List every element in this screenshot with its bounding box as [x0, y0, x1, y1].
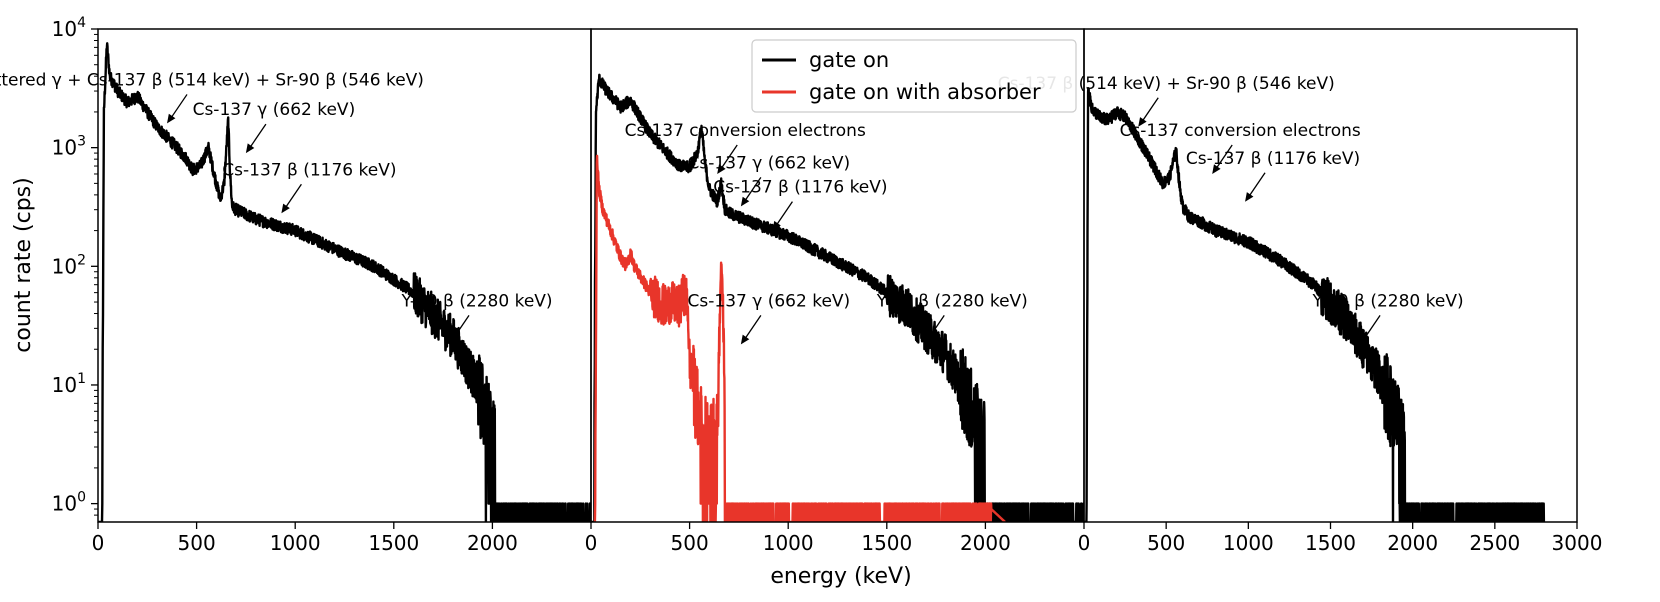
y-axis-label: count rate (cps): [11, 177, 36, 352]
panel-1-x-tick-label: 0: [92, 531, 105, 555]
panel-1-annotation-arrow-line: [169, 94, 188, 120]
panel-3-x-tick-label: 1500: [1305, 531, 1356, 555]
panel-1-x-tick-label: 2000: [467, 531, 518, 555]
panel-2-annotation-arrow-head: [717, 164, 726, 174]
panel-1-annotation-arrow-line: [248, 123, 267, 150]
panel-1-annotation-arrow-head: [167, 113, 176, 124]
panel-2-annotation-arrow-line: [774, 201, 793, 227]
y-tick-base: 10: [52, 492, 77, 516]
panel-1-annotation-arrow-head: [245, 143, 255, 154]
panel-3-annotation-arrow-head: [1360, 334, 1369, 345]
panel-3-annotation-arrow-head: [1138, 117, 1147, 127]
panel-2-x-tick-label: 500: [671, 531, 709, 555]
panel-2-annotation-arrow-line: [719, 144, 738, 171]
panel-2-x-tick-label: 2000: [960, 531, 1011, 555]
panel-3-frame: [1083, 28, 1578, 523]
panel-1-annotation-2: Cs-137 β (1176 keV): [222, 160, 396, 180]
panel-1-series-gate-on: [98, 42, 591, 522]
y-tick-base: 10: [52, 17, 77, 41]
panel-1-x-tick-label: 1500: [368, 531, 419, 555]
y-tick-label: 102: [52, 252, 86, 278]
panel-2-annotation-arrow-head: [740, 334, 750, 345]
panel-2-annotation-1: Cs-137 γ (662 keV): [688, 153, 851, 173]
panel-2-annotation-2: Cs-137 β (1176 keV): [713, 178, 887, 198]
panel-1-annotation-arrow-head: [281, 203, 290, 214]
y-tick-label: 100: [52, 490, 86, 516]
panel-1: 0 500 1000 1500 2000 scattered γ + Cs-137 β (…: [0, 28, 592, 555]
panel-2-annotation-arrow-head: [772, 220, 781, 231]
panel-3-annotation-arrow-line: [1247, 172, 1266, 199]
panel-3-series-gate-on: [1084, 87, 1546, 522]
panel-2-annotation-0: Cs-137 conversion electrons: [625, 121, 866, 141]
panel-1-x-tick-label: 500: [178, 531, 216, 555]
panel-3-x-tick-label: 500: [1147, 531, 1185, 555]
panel-2-series-gate-on: [591, 73, 1084, 522]
panel-1-annotation-arrow-line: [451, 314, 470, 341]
panel-1-annotation-arrow-head: [449, 334, 458, 345]
y-tick-exponent: 1: [77, 371, 86, 387]
y-tick-label: 101: [52, 371, 86, 397]
panel-3-annotation-arrow-head: [1245, 192, 1254, 202]
panel-3-annotation-2: Cs-137 β (1176 keV): [1186, 149, 1360, 169]
y-tick-exponent: 0: [77, 490, 86, 506]
panel-2: 0 500 1000 1500 2000 Cs-137 conversion electr…: [585, 28, 1085, 555]
legend-label-gate-on-with-absorber: gate on with absorber: [809, 80, 1041, 104]
panel-3-annotation-0: Cs-137 β (514 keV) + Sr-90 β (546 keV): [998, 74, 1335, 94]
panel-3-x-tick-label: 2000: [1387, 531, 1438, 555]
panel-3-x-tick-label: 2500: [1469, 531, 1520, 555]
panel-3-annotation-3: Y-90 β (2280 keV): [1312, 291, 1464, 311]
panel-1-annotation-1: Cs-137 γ (662 keV): [193, 100, 356, 120]
panel-2-annotation-3: Cs-137 γ (662 keV): [688, 291, 851, 311]
panel-2-annotation-arrow-head: [740, 196, 750, 207]
panel-3-x-tick-label: 0: [1078, 531, 1091, 555]
panel-2-annotation-4: Y-90 β (2280 keV): [876, 291, 1028, 311]
panel-3-annotation-arrow-head: [1212, 164, 1221, 174]
legend-label-gate-on: gate on: [809, 48, 889, 72]
panel-1-annotation-3: Y-90 β (2280 keV): [400, 291, 552, 311]
panel-2-series-gate-on-with-absorber: [593, 154, 1006, 522]
y-tick-exponent: 4: [77, 15, 86, 31]
y-tick-base: 10: [52, 373, 77, 397]
panel-3-annotation-1: Cs-137 conversion electrons: [1120, 121, 1361, 141]
panel-2-x-tick-label: 0: [585, 531, 598, 555]
y-tick-exponent: 2: [77, 252, 86, 268]
y-tick-label: 104: [52, 15, 86, 41]
y-tick-label: 103: [52, 134, 86, 160]
y-tick-exponent: 3: [77, 134, 86, 150]
panel-3-annotation-arrow-line: [1362, 314, 1381, 341]
x-axis-label: energy (keV): [770, 564, 911, 589]
legend: gate on gate on with absorber: [751, 39, 1077, 113]
panel-1-annotation-arrow-line: [283, 183, 302, 210]
panel-2-annotation-arrow-line: [926, 314, 945, 341]
panel-3-x-tick-label: 1000: [1223, 531, 1274, 555]
panel-2-annotation-arrow-line: [743, 177, 762, 203]
panel-2-x-tick-label: 1500: [861, 531, 912, 555]
panel-2-annotation-arrow-head: [924, 334, 933, 345]
panel-1-x-tick-label: 1000: [270, 531, 321, 555]
panel-3-annotation-arrow-line: [1214, 144, 1233, 171]
panel-3: 0 500 1000 1500 2000 2500 3000 Cs-137 β (514 ke…: [998, 28, 1603, 555]
legend-box: [751, 39, 1077, 113]
y-tick-base: 10: [52, 136, 77, 160]
panel-3-annotation-arrow-line: [1140, 97, 1159, 124]
panel-2-annotation-arrow-line: [743, 314, 762, 341]
y-tick-base: 10: [52, 254, 77, 278]
panel-3-x-tick-label: 3000: [1552, 531, 1603, 555]
panel-1-annotation-0: scattered γ + Cs-137 β (514 keV) + Sr-90…: [0, 70, 424, 90]
panel-2-x-tick-label: 1000: [763, 531, 814, 555]
